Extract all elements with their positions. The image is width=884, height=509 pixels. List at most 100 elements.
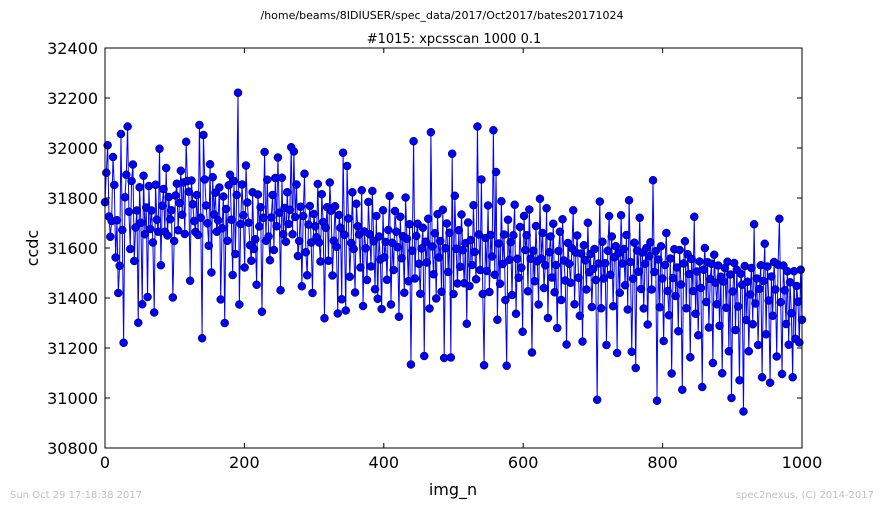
data-point (777, 369, 787, 379)
data-point (656, 242, 666, 251)
data-point (149, 308, 159, 317)
file-path-label: /home/beams/8IDIUSER/spec_data/2017/Oct2… (261, 9, 624, 22)
data-point (513, 254, 522, 263)
data-point (120, 193, 130, 202)
data-point (232, 190, 241, 200)
data-point (534, 300, 543, 309)
data-point (281, 237, 291, 246)
data-point (796, 265, 805, 274)
data-point (389, 265, 398, 275)
data-point (310, 222, 320, 231)
data-point (537, 254, 546, 263)
data-point (369, 237, 378, 246)
data-point (736, 269, 746, 278)
data-point (580, 256, 590, 265)
data-point (574, 273, 583, 282)
data-point (497, 197, 506, 206)
x-tick-label: 600 (508, 453, 539, 472)
data-point (760, 239, 770, 248)
data-point (696, 283, 706, 293)
data-point (229, 176, 239, 186)
data-point (342, 161, 352, 171)
data-point (635, 213, 644, 222)
data-point (277, 173, 287, 182)
data-point (546, 232, 555, 241)
data-point (442, 219, 452, 228)
data-point (134, 318, 143, 327)
data-point (236, 219, 245, 229)
data-point (372, 211, 381, 221)
data-point (483, 201, 493, 210)
data-point (334, 210, 344, 220)
data-point (664, 311, 674, 320)
data-point (652, 396, 662, 405)
data-point (576, 249, 586, 258)
data-point (396, 212, 405, 221)
data-point (489, 126, 498, 135)
data-point (244, 218, 253, 227)
data-point (176, 166, 186, 175)
data-point (175, 198, 184, 208)
data-point (161, 163, 171, 173)
data-point (196, 213, 206, 222)
data-point (301, 248, 311, 257)
data-point (408, 246, 417, 255)
data-point (294, 236, 304, 246)
data-point (328, 271, 337, 280)
data-point (643, 320, 652, 329)
data-point (495, 279, 505, 288)
data-point (486, 230, 495, 240)
data-point (425, 304, 434, 313)
timestamp-footer: Sun Oct 29 17:18:38 2017 (10, 490, 142, 501)
data-point (700, 243, 710, 253)
data-point (115, 261, 124, 270)
data-point (498, 259, 507, 269)
data-point (501, 295, 510, 305)
data-point (340, 230, 349, 239)
data-point (615, 288, 625, 297)
data-point (204, 241, 213, 250)
data-point (767, 272, 776, 281)
data-point (368, 186, 377, 196)
data-point (630, 238, 639, 247)
data-point (733, 302, 743, 311)
data-point (193, 230, 203, 240)
data-point (527, 348, 537, 357)
data-point (108, 152, 118, 162)
x-tick-label: 400 (369, 453, 400, 472)
data-point (157, 201, 167, 210)
data-point (447, 149, 457, 158)
data-point (721, 303, 731, 312)
data-point (660, 260, 670, 270)
data-point (392, 227, 401, 236)
data-point (257, 307, 267, 316)
data-point (523, 287, 533, 296)
chart-title: #1015: xpcsscan 1000 0.1 (367, 32, 542, 47)
x-axis-label: img_n (429, 480, 477, 500)
data-point (564, 259, 574, 268)
data-point (215, 183, 224, 192)
data-point (405, 220, 414, 229)
data-point (143, 292, 152, 302)
y-tick-label: 32000 (47, 139, 98, 158)
data-point (111, 253, 120, 262)
data-point (165, 215, 175, 224)
data-point (462, 319, 472, 328)
data-point (116, 129, 126, 139)
data-point (247, 256, 256, 265)
data-point (487, 252, 497, 261)
data-point (386, 300, 396, 309)
data-point (570, 300, 579, 309)
data-point (640, 259, 650, 268)
data-point (668, 273, 678, 283)
data-point (260, 147, 269, 157)
y-axis-label: ccdc (23, 230, 42, 267)
data-point (572, 231, 582, 240)
data-point (188, 200, 198, 209)
data-point (680, 237, 690, 246)
data-point (422, 258, 432, 267)
data-point (377, 304, 386, 314)
data-point (678, 385, 687, 394)
data-point (325, 178, 335, 187)
data-point (341, 306, 351, 315)
